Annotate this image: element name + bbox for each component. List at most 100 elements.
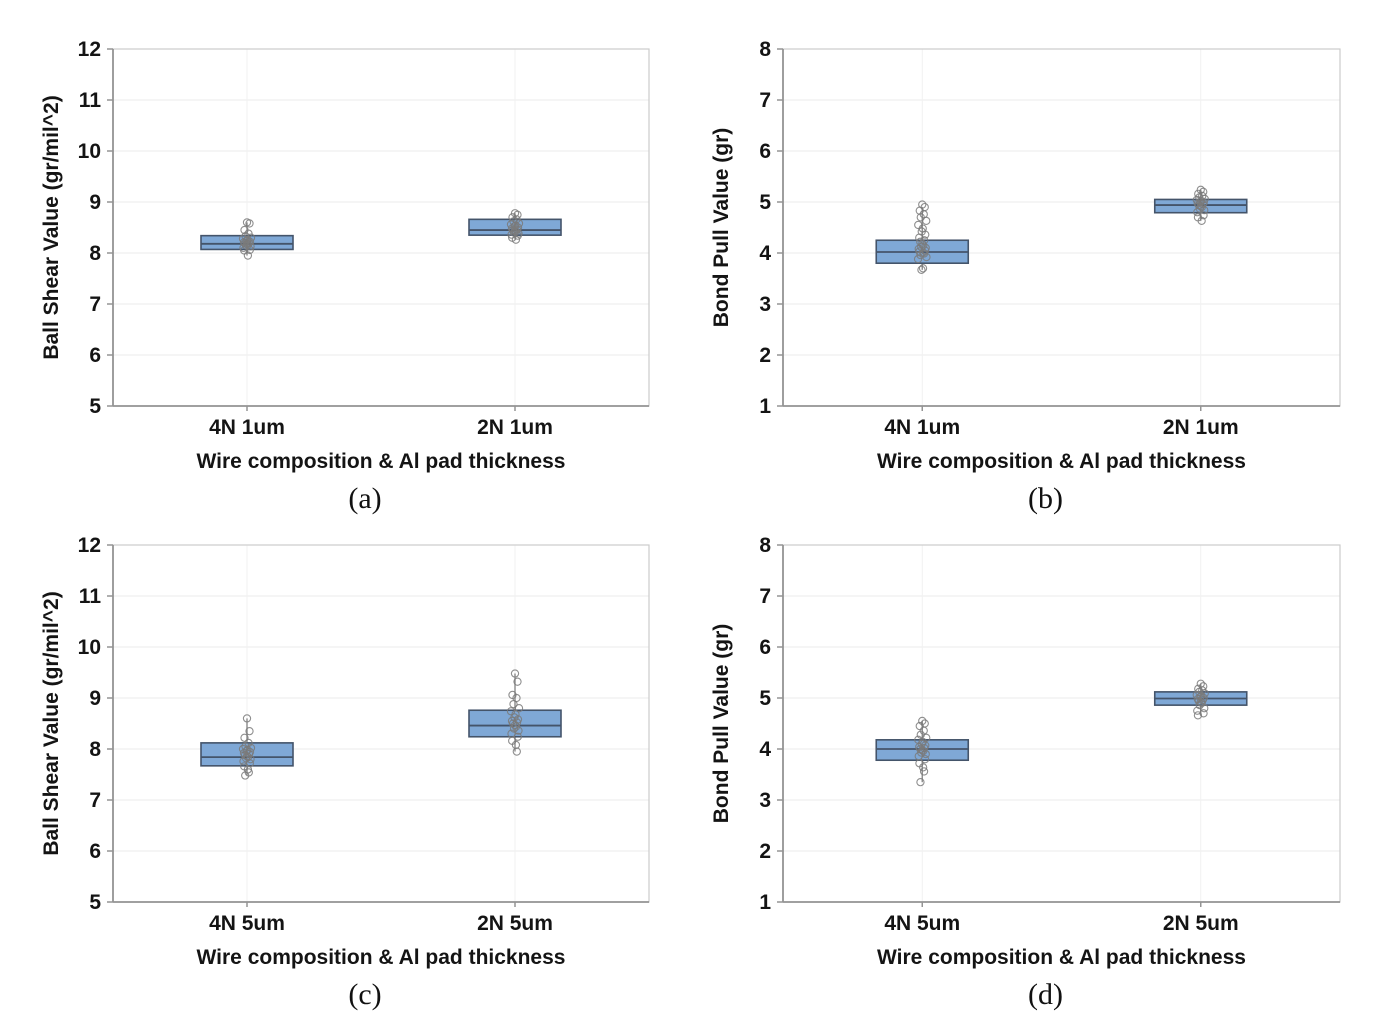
data-point	[513, 231, 522, 240]
plot-area	[113, 545, 649, 902]
y-tick-label: 11	[79, 89, 102, 112]
data-point	[913, 254, 923, 264]
y-tick-label: 3	[759, 293, 771, 316]
y-tick-label: 4	[759, 738, 771, 761]
y-tick-label: 8	[89, 242, 101, 265]
y-axis-title: Ball Shear Value (gr/mil^2)	[40, 95, 63, 359]
panel-c: 5 6 7 8 9 10 11 12 4N 5um 2N 5um Wire composition …	[0, 518, 691, 1036]
y-tick-label: 4	[759, 242, 771, 265]
data-point	[1196, 185, 1205, 194]
data-point	[916, 250, 925, 260]
y-tick-label: 7	[89, 293, 101, 316]
data-point	[918, 716, 927, 726]
x-axis-title: Wire composition & Al pad thickness	[877, 946, 1246, 969]
data-point	[242, 714, 252, 723]
y-tick-label: 6	[89, 344, 101, 367]
data-point	[511, 722, 521, 731]
y-tick-label: 2	[759, 840, 771, 863]
y-tick-label: 8	[759, 38, 771, 61]
data-point	[918, 264, 928, 273]
x-category-label: 2N 5um	[1163, 912, 1239, 935]
y-axis-title: Bond Pull Value (gr)	[710, 624, 733, 824]
x-axis-title: Wire composition & Al pad thickness	[197, 946, 566, 969]
y-tick-label: 2	[759, 344, 771, 367]
panel-caption: (b)	[1028, 482, 1063, 515]
y-tick-label: 8	[89, 738, 101, 761]
data-point	[510, 669, 520, 678]
data-point	[922, 216, 931, 226]
data-point	[513, 677, 522, 686]
data-point	[916, 777, 925, 787]
data-point	[1199, 211, 1208, 220]
boxplot-chart-c: 5 6 7 8 9 10 11 12 4N 5um 2N 5um Wire composition …	[40, 534, 650, 1011]
plot-area	[113, 49, 649, 406]
data-point	[514, 704, 524, 713]
data-point	[245, 219, 254, 228]
x-category-label: 4N 5um	[884, 912, 960, 935]
y-tick-label: 6	[89, 840, 101, 863]
x-category-label: 2N 5um	[477, 912, 553, 935]
data-point	[509, 699, 518, 709]
data-point	[511, 235, 521, 244]
panel-caption: (a)	[348, 482, 381, 515]
data-point	[513, 210, 522, 219]
data-point	[917, 265, 926, 274]
data-point	[919, 767, 929, 776]
plot-area	[783, 545, 1340, 902]
y-tick-label: 3	[759, 789, 771, 812]
y-tick-label: 9	[89, 687, 101, 710]
data-point	[915, 247, 924, 256]
y-axis-title: Bond Pull Value (gr)	[710, 128, 733, 328]
x-category-label: 4N 1um	[209, 416, 285, 439]
x-axis-title: Wire composition & Al pad thickness	[877, 450, 1246, 473]
x-category-label: 2N 1um	[1163, 416, 1239, 439]
panel-a: 5 6 7 8 9 10 11 12 4N 1um 2N 1um Wire composition …	[0, 0, 691, 518]
x-category-label: 4N 1um	[884, 416, 960, 439]
y-tick-label: 9	[89, 191, 101, 214]
x-category-label: 2N 1um	[477, 416, 553, 439]
boxplot-chart-b: 1 2 3 4 5 6 7 8 4N 1um 2N 1um Wire composition & A…	[710, 38, 1341, 515]
data-point	[507, 230, 516, 239]
y-tick-label: 6	[759, 636, 771, 659]
data-point	[514, 726, 523, 735]
x-category-label: 4N 5um	[209, 912, 285, 935]
y-tick-label: 7	[759, 89, 771, 112]
y-tick-label: 5	[759, 687, 771, 710]
boxplot-chart-a: 5 6 7 8 9 10 11 12 4N 1um 2N 1um Wire composition …	[40, 38, 650, 515]
data-point	[243, 251, 253, 260]
y-tick-label: 10	[78, 140, 101, 163]
data-point	[1197, 216, 1206, 226]
data-point	[1193, 711, 1203, 720]
boxplot-chart-d: 1 2 3 4 5 6 7 8 4N 5um 2N 5um Wire composition & A…	[710, 534, 1341, 1011]
data-point	[241, 771, 250, 780]
y-tick-label: 8	[759, 534, 771, 557]
data-point	[920, 755, 930, 764]
panel-caption: (c)	[348, 978, 381, 1011]
plot-area	[783, 49, 1340, 406]
y-tick-label: 12	[78, 534, 101, 557]
y-tick-label: 7	[759, 585, 771, 608]
data-point	[1194, 189, 1203, 198]
data-point	[922, 252, 931, 262]
data-point	[245, 245, 254, 255]
data-point	[918, 763, 928, 772]
y-tick-label: 5	[89, 891, 101, 914]
x-axis-title: Wire composition & Al pad thickness	[197, 450, 566, 473]
y-tick-label: 1	[759, 891, 771, 914]
data-point	[513, 732, 522, 741]
y-axis-title: Ball Shear Value (gr/mil^2)	[40, 591, 63, 855]
panel-b: 1 2 3 4 5 6 7 8 4N 1um 2N 1um Wire composition & A…	[691, 0, 1382, 518]
y-tick-label: 1	[759, 395, 771, 418]
data-point	[1199, 709, 1208, 718]
y-tick-label: 7	[89, 789, 101, 812]
data-point	[509, 724, 519, 733]
data-point	[240, 733, 249, 742]
panel-d: 1 2 3 4 5 6 7 8 4N 5um 2N 5um Wire composition & A…	[691, 518, 1382, 1036]
y-tick-label: 5	[89, 395, 101, 418]
y-tick-label: 12	[78, 38, 101, 61]
y-tick-label: 11	[79, 585, 102, 608]
data-point	[512, 747, 521, 756]
panel-caption: (d)	[1028, 978, 1063, 1011]
data-point	[245, 726, 254, 736]
